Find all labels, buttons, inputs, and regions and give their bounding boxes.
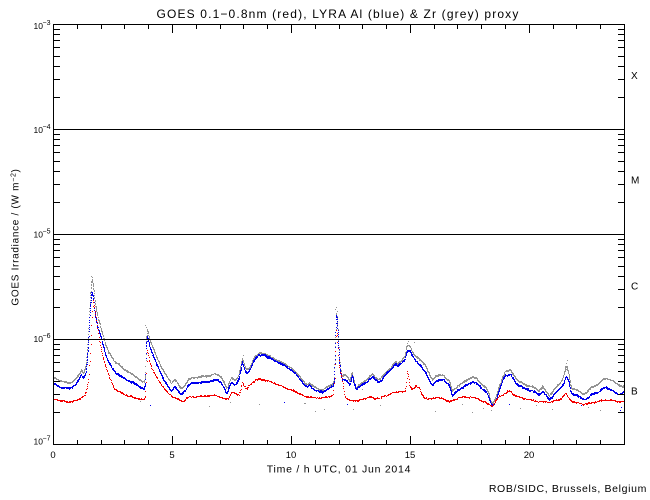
svg-text:10: 10 (34, 334, 44, 344)
svg-text:10: 10 (286, 450, 297, 461)
svg-text:B: B (631, 387, 638, 398)
svg-text:10: 10 (34, 230, 44, 240)
svg-text:−4: −4 (43, 124, 51, 131)
svg-text:M: M (631, 176, 639, 187)
svg-text:15: 15 (405, 450, 416, 461)
svg-text:10: 10 (34, 125, 44, 135)
svg-text:−6: −6 (43, 333, 51, 340)
svg-text:0: 0 (50, 450, 55, 461)
svg-text:10: 10 (34, 21, 44, 31)
svg-text:10: 10 (34, 437, 44, 447)
svg-text:GOES Irradiance / (W m−2): GOES Irradiance / (W m−2) (11, 168, 22, 305)
svg-text:GOES 0.1−0.8nm (red), LYRA Al: GOES 0.1−0.8nm (red), LYRA Al (blue) & Z… (157, 7, 520, 21)
svg-text:20: 20 (524, 450, 535, 461)
svg-text:Time / h UTC, 01 Jun 2014: Time / h UTC, 01 Jun 2014 (267, 464, 411, 476)
svg-text:−3: −3 (43, 20, 51, 27)
svg-text:−5: −5 (43, 229, 51, 236)
svg-text:5: 5 (169, 450, 174, 461)
svg-text:−7: −7 (43, 436, 51, 443)
svg-text:X: X (631, 71, 638, 82)
svg-text:C: C (631, 282, 638, 293)
svg-text:ROB/SIDC, Brussels, Belgium: ROB/SIDC, Brussels, Belgium (489, 483, 647, 495)
